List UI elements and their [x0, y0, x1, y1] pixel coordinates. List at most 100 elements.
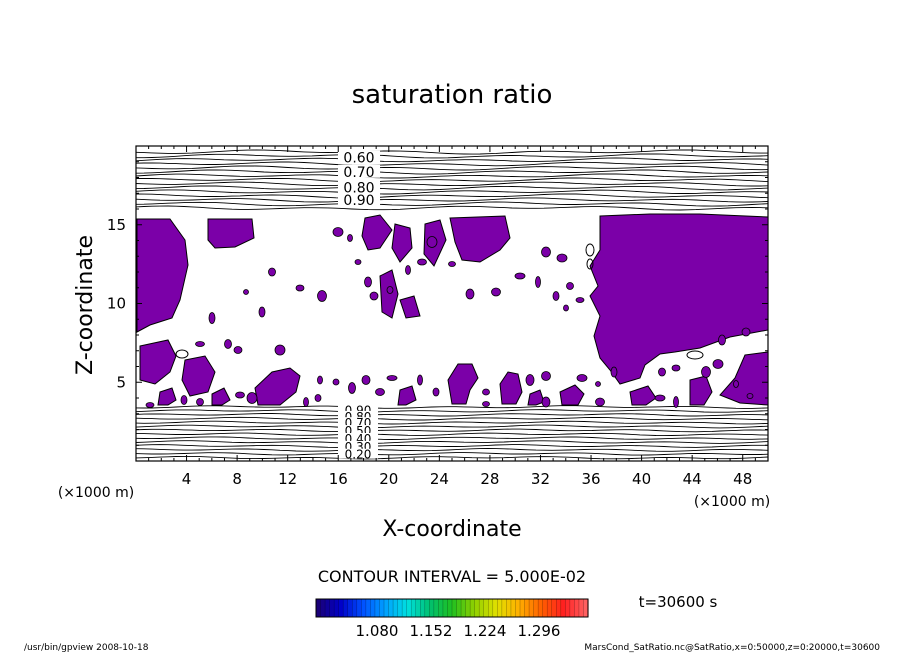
- upper-contour-line: [135, 161, 769, 167]
- scattered-cell: [417, 374, 423, 386]
- colorbar-tick-label: 1.224: [464, 622, 507, 640]
- scattered-cell: [208, 312, 216, 324]
- x-tick-label: 4: [182, 470, 192, 488]
- colorbar-swatch: [347, 599, 353, 617]
- y-axis: 5 10 15: [107, 145, 768, 462]
- contour-label-bg: [338, 448, 378, 459]
- scattered-cell: [268, 267, 276, 277]
- region-bottom-2: [447, 363, 479, 405]
- colorbar-swatch: [542, 599, 548, 617]
- region-center-top-a: [361, 214, 393, 251]
- colorbar-swatch: [479, 599, 485, 617]
- colorbar-swatch: [551, 599, 557, 617]
- colorbar-swatch: [497, 599, 503, 617]
- lower-contour-line: [135, 436, 769, 440]
- colorbar-swatch: [402, 599, 408, 617]
- scattered-cell: [314, 394, 322, 402]
- x-tick-label: 12: [278, 470, 297, 488]
- scattered-cell: [482, 401, 490, 407]
- x-tick-label: 28: [480, 470, 499, 488]
- scattered-cell: [274, 344, 286, 356]
- region-bottom-8: [157, 387, 177, 406]
- lower-contour-line: [135, 444, 768, 448]
- region-mid-b: [399, 295, 421, 319]
- region-right-lower: [719, 351, 769, 406]
- scattered-cell: [348, 382, 356, 394]
- scattered-cell: [386, 286, 394, 294]
- upper-contour-line: [135, 193, 769, 199]
- region-bottom-5: [559, 384, 585, 406]
- colorbar-swatch: [384, 599, 390, 617]
- scattered-cell: [671, 364, 681, 372]
- lower-contour-line: [135, 432, 769, 437]
- scattered-cell: [595, 381, 601, 387]
- x-tick-label: 36: [581, 470, 600, 488]
- x-tick-label: 40: [632, 470, 651, 488]
- colorbar-swatch: [456, 599, 462, 617]
- scattered-cell: [610, 366, 618, 378]
- colorbar-swatch: [547, 599, 553, 617]
- contour-label: 0.70: [343, 165, 374, 181]
- x-axis-unit: (×1000 m): [694, 494, 770, 510]
- scattered-cell: [369, 291, 379, 301]
- lower-contour-labels: 0.900.800.700.500.400.300.20: [338, 404, 378, 462]
- colorbar-swatch: [365, 599, 371, 617]
- scattered-cell: [246, 392, 258, 404]
- colorbar-swatch: [556, 599, 562, 617]
- contour-oval-right-b: [586, 258, 594, 270]
- region-left-low-b: [181, 355, 216, 397]
- y-axis-unit: (×1000 m): [58, 485, 134, 501]
- upper-contour-line: [135, 169, 769, 175]
- colorbar-swatch: [343, 599, 349, 617]
- y-axis-label: Z-coordinate: [73, 235, 98, 375]
- scattered-cell: [195, 341, 205, 347]
- scattered-cell: [243, 289, 249, 295]
- colorbar-swatch: [470, 599, 476, 617]
- upper-contour-line: [135, 157, 769, 163]
- scattered-cell: [552, 291, 560, 301]
- colorbar-swatch: [442, 599, 449, 617]
- supersaturated-regions: [136, 213, 769, 406]
- colorbar-swatch: [334, 599, 340, 617]
- lower-contour-line: [135, 416, 769, 421]
- x-tick-label: 32: [531, 470, 550, 488]
- lower-contour-line: [135, 440, 769, 444]
- upper-contour-line: [135, 201, 769, 207]
- region-bottom-6: [211, 387, 231, 406]
- region-right-large: [589, 213, 769, 385]
- colorbar-swatch: [352, 599, 358, 617]
- colorbar-swatch: [379, 599, 385, 617]
- colorbar-swatch: [492, 599, 498, 617]
- scattered-cell: [347, 234, 353, 242]
- colorbar-swatch: [529, 599, 535, 617]
- colorbar-swatch: [356, 599, 362, 617]
- scattered-cell: [386, 375, 398, 381]
- scattered-cell: [746, 393, 754, 399]
- upper-contour-lines: [135, 149, 769, 211]
- scattered-cell: [417, 258, 427, 266]
- colorbar-swatch: [506, 599, 512, 617]
- scattered-cell: [514, 272, 526, 280]
- contour-label-bg: [338, 180, 380, 194]
- x-tick-label: 8: [232, 470, 242, 488]
- colorbar-tick-labels: 1.080 1.152 1.224 1.296: [356, 622, 561, 640]
- colorbar-swatch: [325, 599, 331, 617]
- scattered-cell: [465, 288, 475, 300]
- scattered-cell: [432, 387, 440, 397]
- colorbar-swatch: [565, 599, 571, 617]
- scattered-cell: [354, 259, 362, 265]
- colorbar-swatch: [533, 599, 539, 617]
- scattered-cell: [482, 388, 490, 396]
- x-tick-label: 20: [379, 470, 398, 488]
- x-tick-label: 16: [329, 470, 348, 488]
- region-bottom-9: [397, 385, 417, 406]
- colorbar-swatch: [438, 599, 444, 617]
- region-bottom-4: [629, 385, 657, 406]
- region-left-blob: [207, 218, 255, 249]
- upper-contour-line: [136, 153, 769, 159]
- footer-left: /usr/bin/gpview 2008-10-18: [24, 643, 149, 653]
- y-tick-label: 5: [116, 373, 126, 391]
- colorbar-swatch: [393, 599, 399, 617]
- scattered-cell: [525, 374, 535, 386]
